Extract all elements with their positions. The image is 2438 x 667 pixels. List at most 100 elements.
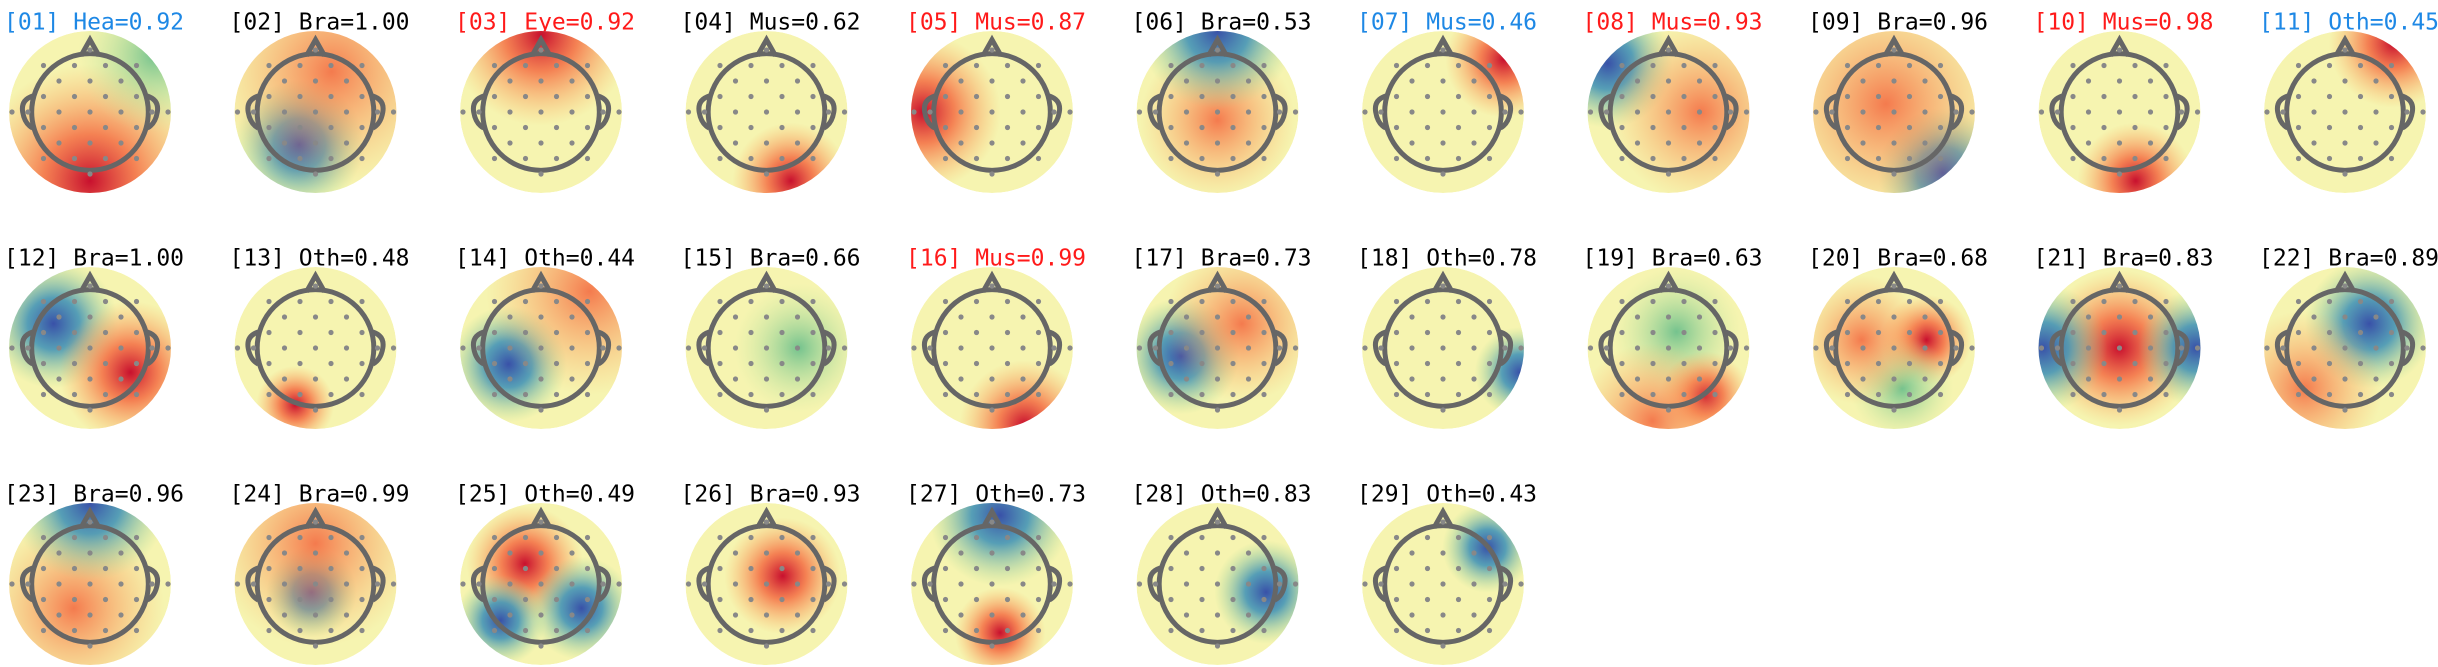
electrode [266,298,272,305]
electrode [56,550,62,556]
electrode [958,140,964,146]
topomap: [16] Mus=0.99 [906,246,1086,429]
electrode [328,391,334,398]
electrode [553,391,560,398]
electrode [1424,534,1431,541]
electrode [1486,124,1493,131]
electrode [1168,93,1174,100]
electrode [1844,360,1851,367]
electrode [1471,109,1477,115]
electrode [538,78,544,84]
topomap: [09] Bra=0.96 [1808,10,1988,193]
electrode [1409,314,1415,320]
electrode [312,643,319,649]
electrode [942,155,949,162]
electrode [359,391,365,398]
electrode [312,314,319,320]
electrode [942,627,949,634]
electrode [1696,314,1703,320]
electrode [374,581,381,587]
electrode [507,78,513,84]
electrode [1168,298,1174,305]
electrode [1665,345,1672,351]
electrode [40,124,47,131]
electrode [2264,109,2270,115]
electrode [810,62,816,69]
head-outline [29,51,151,173]
electrode [1168,360,1174,367]
electrode [2101,93,2107,100]
electrode [1261,93,1267,100]
electrode [328,565,334,572]
electrode [491,596,498,603]
electrode [1440,345,1446,351]
electrode [1035,534,1042,541]
electrode [1860,140,1866,146]
electrode [1455,124,1462,131]
electrode [1486,565,1493,572]
electrode [87,171,93,177]
electrode [1440,519,1446,525]
electrode [732,140,739,146]
head-outline [29,523,151,645]
electrode [1440,581,1446,587]
electrode [1681,93,1687,100]
electrode [1634,109,1641,115]
electrode [1634,376,1641,382]
electrode [1393,627,1400,634]
electrode [2388,360,2395,367]
electrode [2342,407,2348,413]
electrode [1214,47,1221,53]
topomap: [29] Oth=0.43 [1357,482,1537,665]
head-outline [480,287,602,409]
nose [980,506,1004,529]
electrode [2132,360,2138,367]
ear-left [1372,329,1387,367]
electrode [1440,140,1446,146]
electrode [2147,314,2154,320]
electrode [281,550,288,556]
electrode [522,391,529,398]
electrode [1455,298,1462,305]
ear-left [470,565,485,603]
electrode [763,345,770,351]
head-outline [1382,287,1504,409]
electrode [1440,78,1446,84]
electrode [250,109,257,115]
ear-right [597,565,612,603]
electrode [374,109,381,115]
electrode [343,345,350,351]
electrode [584,298,591,305]
ear-left [2274,329,2289,367]
electrode [779,596,785,603]
electrode [1199,329,1205,336]
electrode [717,627,723,634]
electrode [312,376,319,382]
electrode [989,550,995,556]
electrode [102,298,109,305]
electrode [1665,47,1672,53]
electrode [1665,407,1672,413]
electrode [2373,376,2379,382]
electrode [1245,140,1252,146]
electrode [779,124,785,131]
electrode [958,345,964,351]
electrode [328,124,334,131]
electrode [942,596,949,603]
electrode [2116,407,2123,413]
electrode [717,155,723,162]
electrode [1906,93,1913,100]
electrode [1245,345,1252,351]
electrode [2132,391,2138,398]
electrode [507,376,513,382]
electrode [973,155,980,162]
electrode [460,345,466,351]
electrode [118,581,124,587]
electrode [1953,109,1959,115]
electrode [234,109,241,115]
electrode [2357,360,2364,367]
electrode [2295,93,2302,100]
electrode [1455,627,1462,634]
electrode [2178,109,2185,115]
electrode [553,329,560,336]
